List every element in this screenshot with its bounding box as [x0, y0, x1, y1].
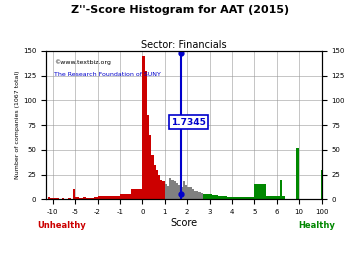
Text: 1.7345: 1.7345 [171, 117, 206, 127]
Bar [248, 197, 250, 199]
X-axis label: Score: Score [170, 218, 197, 228]
Bar [254, 184, 266, 199]
Bar [221, 196, 223, 199]
Bar [237, 197, 239, 199]
Bar [82, 197, 86, 199]
Bar [277, 196, 279, 199]
Bar [73, 190, 75, 199]
Bar [178, 185, 180, 199]
Bar [79, 198, 82, 199]
Bar [156, 170, 158, 199]
Bar [196, 191, 198, 199]
Bar [165, 184, 167, 199]
Bar [142, 56, 145, 199]
Bar [167, 187, 169, 199]
Bar [68, 198, 71, 199]
Bar [203, 194, 205, 199]
Bar [55, 198, 57, 199]
Title: Sector: Financials: Sector: Financials [141, 40, 227, 50]
Bar [241, 197, 243, 199]
Bar [194, 191, 196, 199]
Bar [174, 181, 176, 199]
Text: ©www.textbiz.org: ©www.textbiz.org [54, 59, 111, 65]
Bar [212, 195, 214, 199]
Bar [90, 198, 94, 199]
Bar [145, 70, 147, 199]
Bar [210, 194, 212, 199]
Bar [239, 197, 241, 199]
Y-axis label: Number of companies (1067 total): Number of companies (1067 total) [15, 71, 20, 179]
Bar [151, 155, 153, 199]
Bar [75, 197, 79, 199]
Bar [162, 181, 165, 199]
Bar [57, 198, 59, 199]
Bar [187, 187, 189, 199]
Text: Healthy: Healthy [298, 221, 335, 230]
Bar [189, 187, 192, 199]
Bar [86, 198, 90, 199]
Bar [207, 194, 210, 199]
Bar [120, 194, 131, 199]
Bar [246, 197, 248, 199]
Bar [62, 198, 64, 199]
Bar [266, 196, 277, 199]
Bar [94, 197, 98, 199]
Bar [223, 196, 225, 199]
Bar [250, 197, 252, 199]
Bar [158, 174, 160, 199]
Bar [176, 183, 178, 199]
Bar [169, 177, 171, 199]
Text: The Research Foundation of SUNY: The Research Foundation of SUNY [54, 72, 161, 77]
Bar [171, 180, 174, 199]
Bar [225, 196, 228, 199]
Bar [243, 197, 246, 199]
Bar [214, 195, 216, 199]
Bar [153, 165, 156, 199]
Bar [282, 196, 285, 199]
Bar [228, 197, 230, 199]
Bar [185, 185, 187, 199]
Bar [252, 197, 254, 199]
Text: Z''-Score Histogram for AAT (2015): Z''-Score Histogram for AAT (2015) [71, 5, 289, 15]
Bar [180, 187, 183, 199]
Bar [160, 180, 162, 199]
Bar [198, 193, 201, 199]
Bar [131, 190, 142, 199]
Bar [234, 197, 237, 199]
Bar [216, 195, 219, 199]
Bar [279, 180, 282, 199]
Bar [147, 115, 149, 199]
Bar [230, 197, 232, 199]
Bar [219, 196, 221, 199]
Bar [48, 197, 50, 199]
Bar [149, 135, 151, 199]
Text: Unhealthy: Unhealthy [37, 221, 86, 230]
Bar [205, 194, 207, 199]
Bar [53, 198, 55, 199]
Bar [50, 198, 53, 199]
Bar [183, 181, 185, 199]
Bar [296, 148, 299, 199]
Bar [232, 197, 234, 199]
Bar [98, 196, 109, 199]
Bar [109, 196, 120, 199]
Bar [201, 193, 203, 199]
Bar [192, 190, 194, 199]
